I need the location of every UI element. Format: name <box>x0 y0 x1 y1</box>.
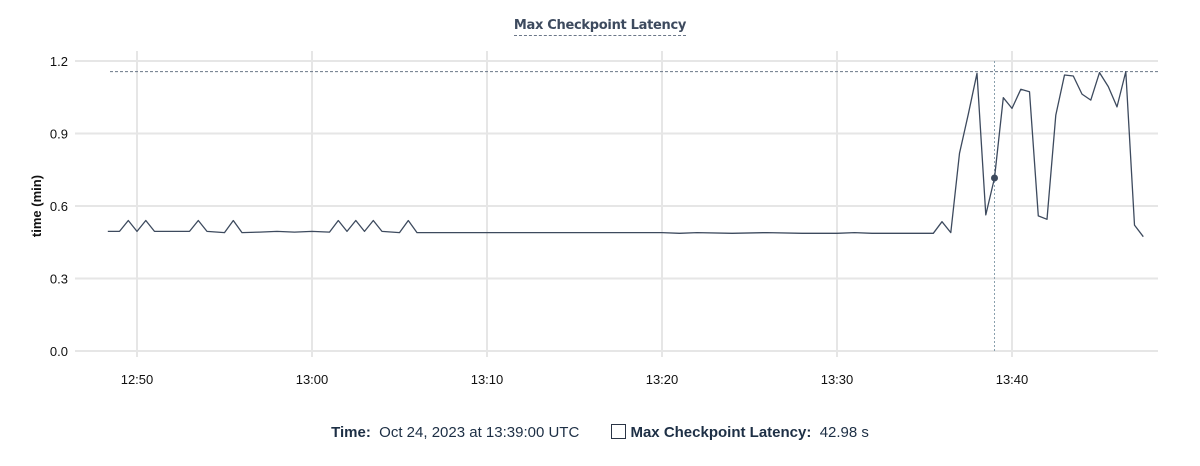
hover-point <box>991 174 998 182</box>
x-tick-label: 13:00 <box>296 372 329 387</box>
legend-series-value: 42.98 s <box>819 424 869 441</box>
legend-time-label: Time: <box>331 424 371 441</box>
x-tick-label: 12:50 <box>121 372 154 387</box>
x-tick-label: 13:30 <box>821 372 854 387</box>
series-line <box>107 70 1144 238</box>
line-chart[interactable]: 0.0 0.3 0.6 0.9 1.2 12:50 13:00 13:10 13:20 13:30… <box>0 0 1200 420</box>
y-axis-label: time (min) <box>29 175 44 237</box>
x-tick-label: 13:10 <box>471 372 504 387</box>
y-tick-label: 0.3 <box>50 272 68 287</box>
legend-time-value: Oct 24, 2023 at 13:39:00 UTC <box>379 424 580 441</box>
x-tick-label: 13:20 <box>646 372 679 387</box>
y-tick-label: 1.2 <box>50 54 68 69</box>
chart-title: Max Checkpoint Latency <box>0 16 1200 36</box>
y-tick-label: 0.0 <box>50 344 68 359</box>
y-tick-label: 0.6 <box>50 199 68 214</box>
x-tick-label: 13:40 <box>996 372 1029 387</box>
legend-series-label: Max Checkpoint Latency: <box>630 424 812 441</box>
series-toggle-checkbox[interactable] <box>611 424 627 439</box>
hover-legend: Time: Oct 24, 2023 at 13:39:00 UTC Max C… <box>0 424 1200 441</box>
chart-title-text: Max Checkpoint Latency <box>513 18 686 36</box>
y-tick-label: 0.9 <box>50 127 68 142</box>
